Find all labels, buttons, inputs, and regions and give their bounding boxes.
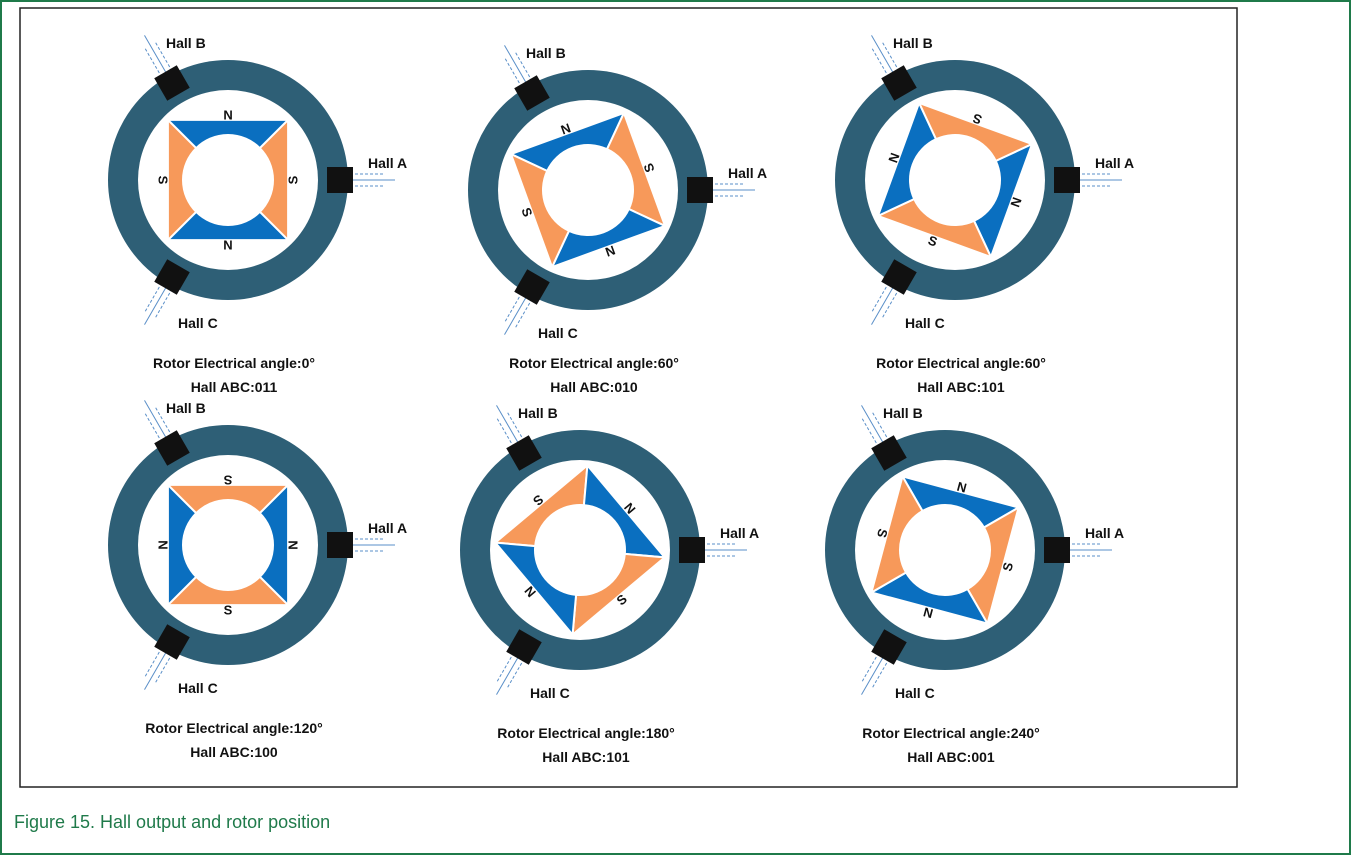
hall-label: Hall B (893, 35, 933, 51)
hall-label: Hall A (728, 165, 767, 181)
hall-label: Hall A (1095, 155, 1134, 171)
hall-label: Hall B (883, 405, 923, 421)
pole-label: N (156, 540, 171, 549)
pole-label: S (999, 560, 1016, 573)
pole-label: S (224, 602, 233, 617)
hall-abc: Hall ABC:100 (190, 744, 278, 760)
hall-label: Hall C (178, 680, 218, 696)
hall-sensor (871, 629, 907, 665)
hall-sensor (679, 537, 705, 563)
pole-label: N (223, 237, 232, 252)
rotor-hole (183, 500, 273, 590)
hall-sensor (506, 629, 542, 665)
hall-sensor (871, 435, 907, 471)
hall-abc: Hall ABC:101 (917, 379, 1005, 395)
hall-label: Hall A (368, 520, 407, 536)
hall-label: Hall B (166, 400, 206, 416)
motor: N S N S Hall A Hall B Hall C Rotor Electrical a… (108, 35, 407, 395)
rotor-pole (876, 100, 938, 218)
hall-label: Hall A (368, 155, 407, 171)
rotor-hole (543, 145, 633, 235)
pole-label: S (285, 175, 300, 184)
hall-sensor (327, 167, 353, 193)
hall-abc: Hall ABC:011 (191, 379, 278, 395)
rotor-hole (535, 505, 625, 595)
hall-sensor (327, 532, 353, 558)
hall-sensor (687, 177, 713, 203)
hall-sensor (154, 624, 190, 660)
rotor-pole (166, 117, 198, 243)
rotor-hole (910, 135, 1000, 225)
rotor-angle: Rotor Electrical angle:60° (876, 355, 1046, 371)
rotor-hole (900, 505, 990, 595)
hall-sensor (881, 259, 917, 295)
pole-label: N (285, 540, 300, 549)
hall-sensor (154, 430, 190, 466)
hall-sensor (506, 435, 542, 471)
rotor-angle: Rotor Electrical angle:120° (145, 720, 323, 736)
hall-label: Hall B (518, 405, 558, 421)
hall-label: Hall C (178, 315, 218, 331)
hall-label: Hall A (1085, 525, 1124, 541)
hall-label: Hall B (166, 35, 206, 51)
hall-sensor (154, 65, 190, 101)
pole-label: N (955, 479, 968, 496)
hall-label: Hall B (526, 45, 566, 61)
caption: Figure 15. Hall output and rotor positio… (14, 812, 331, 832)
motor: N S N S Hall A Hall B Hall C Rotor Electrical a… (825, 405, 1124, 765)
rotor-pole (509, 152, 571, 270)
rotor-angle: Rotor Electrical angle:180° (497, 725, 675, 741)
hall-sensor (1054, 167, 1080, 193)
hall-sensor (881, 65, 917, 101)
pole-label: S (874, 527, 891, 540)
rotor-hole (183, 135, 273, 225)
hall-abc: Hall ABC:001 (907, 749, 995, 765)
pole-label: S (156, 176, 171, 185)
hall-sensor (514, 269, 550, 305)
rotor-angle: Rotor Electrical angle:60° (509, 355, 679, 371)
rotor-pole (493, 541, 578, 638)
hall-sensor (1044, 537, 1070, 563)
pole-label: N (223, 108, 232, 123)
hall-label: Hall C (905, 315, 945, 331)
pole-label: S (223, 473, 232, 488)
hall-sensor (154, 259, 190, 295)
pole-label: N (922, 604, 935, 621)
hall-abc: Hall ABC:010 (550, 379, 638, 395)
rotor-angle: Rotor Electrical angle:240° (862, 725, 1040, 741)
hall-label: Hall C (530, 685, 570, 701)
hall-abc: Hall ABC:101 (542, 749, 630, 765)
hall-label: Hall C (895, 685, 935, 701)
rotor-angle: Rotor Electrical angle:0° (153, 355, 315, 371)
motor: S N S N Hall A Hall B Hall C Rotor Electrical a… (108, 400, 407, 760)
panels: N S N S Hall A Hall B Hall C Rotor Electrical a… (108, 35, 1134, 765)
hall-sensor (514, 75, 550, 111)
hall-label: Hall C (538, 325, 578, 341)
rotor-pole (166, 482, 198, 608)
hall-label: Hall A (720, 525, 759, 541)
